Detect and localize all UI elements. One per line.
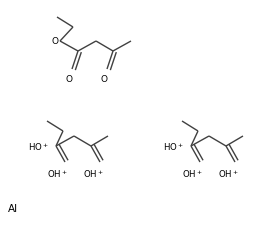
Text: OH$^+$: OH$^+$ <box>181 167 202 179</box>
Text: OH$^+$: OH$^+$ <box>47 167 68 179</box>
Text: O: O <box>101 75 107 84</box>
Text: HO$^+$: HO$^+$ <box>163 141 184 152</box>
Text: Al: Al <box>8 203 18 213</box>
Text: OH$^+$: OH$^+$ <box>82 167 103 179</box>
Text: O: O <box>65 75 73 84</box>
Text: HO$^+$: HO$^+$ <box>27 141 48 152</box>
Text: OH$^+$: OH$^+$ <box>218 167 239 179</box>
Text: O: O <box>52 37 59 46</box>
